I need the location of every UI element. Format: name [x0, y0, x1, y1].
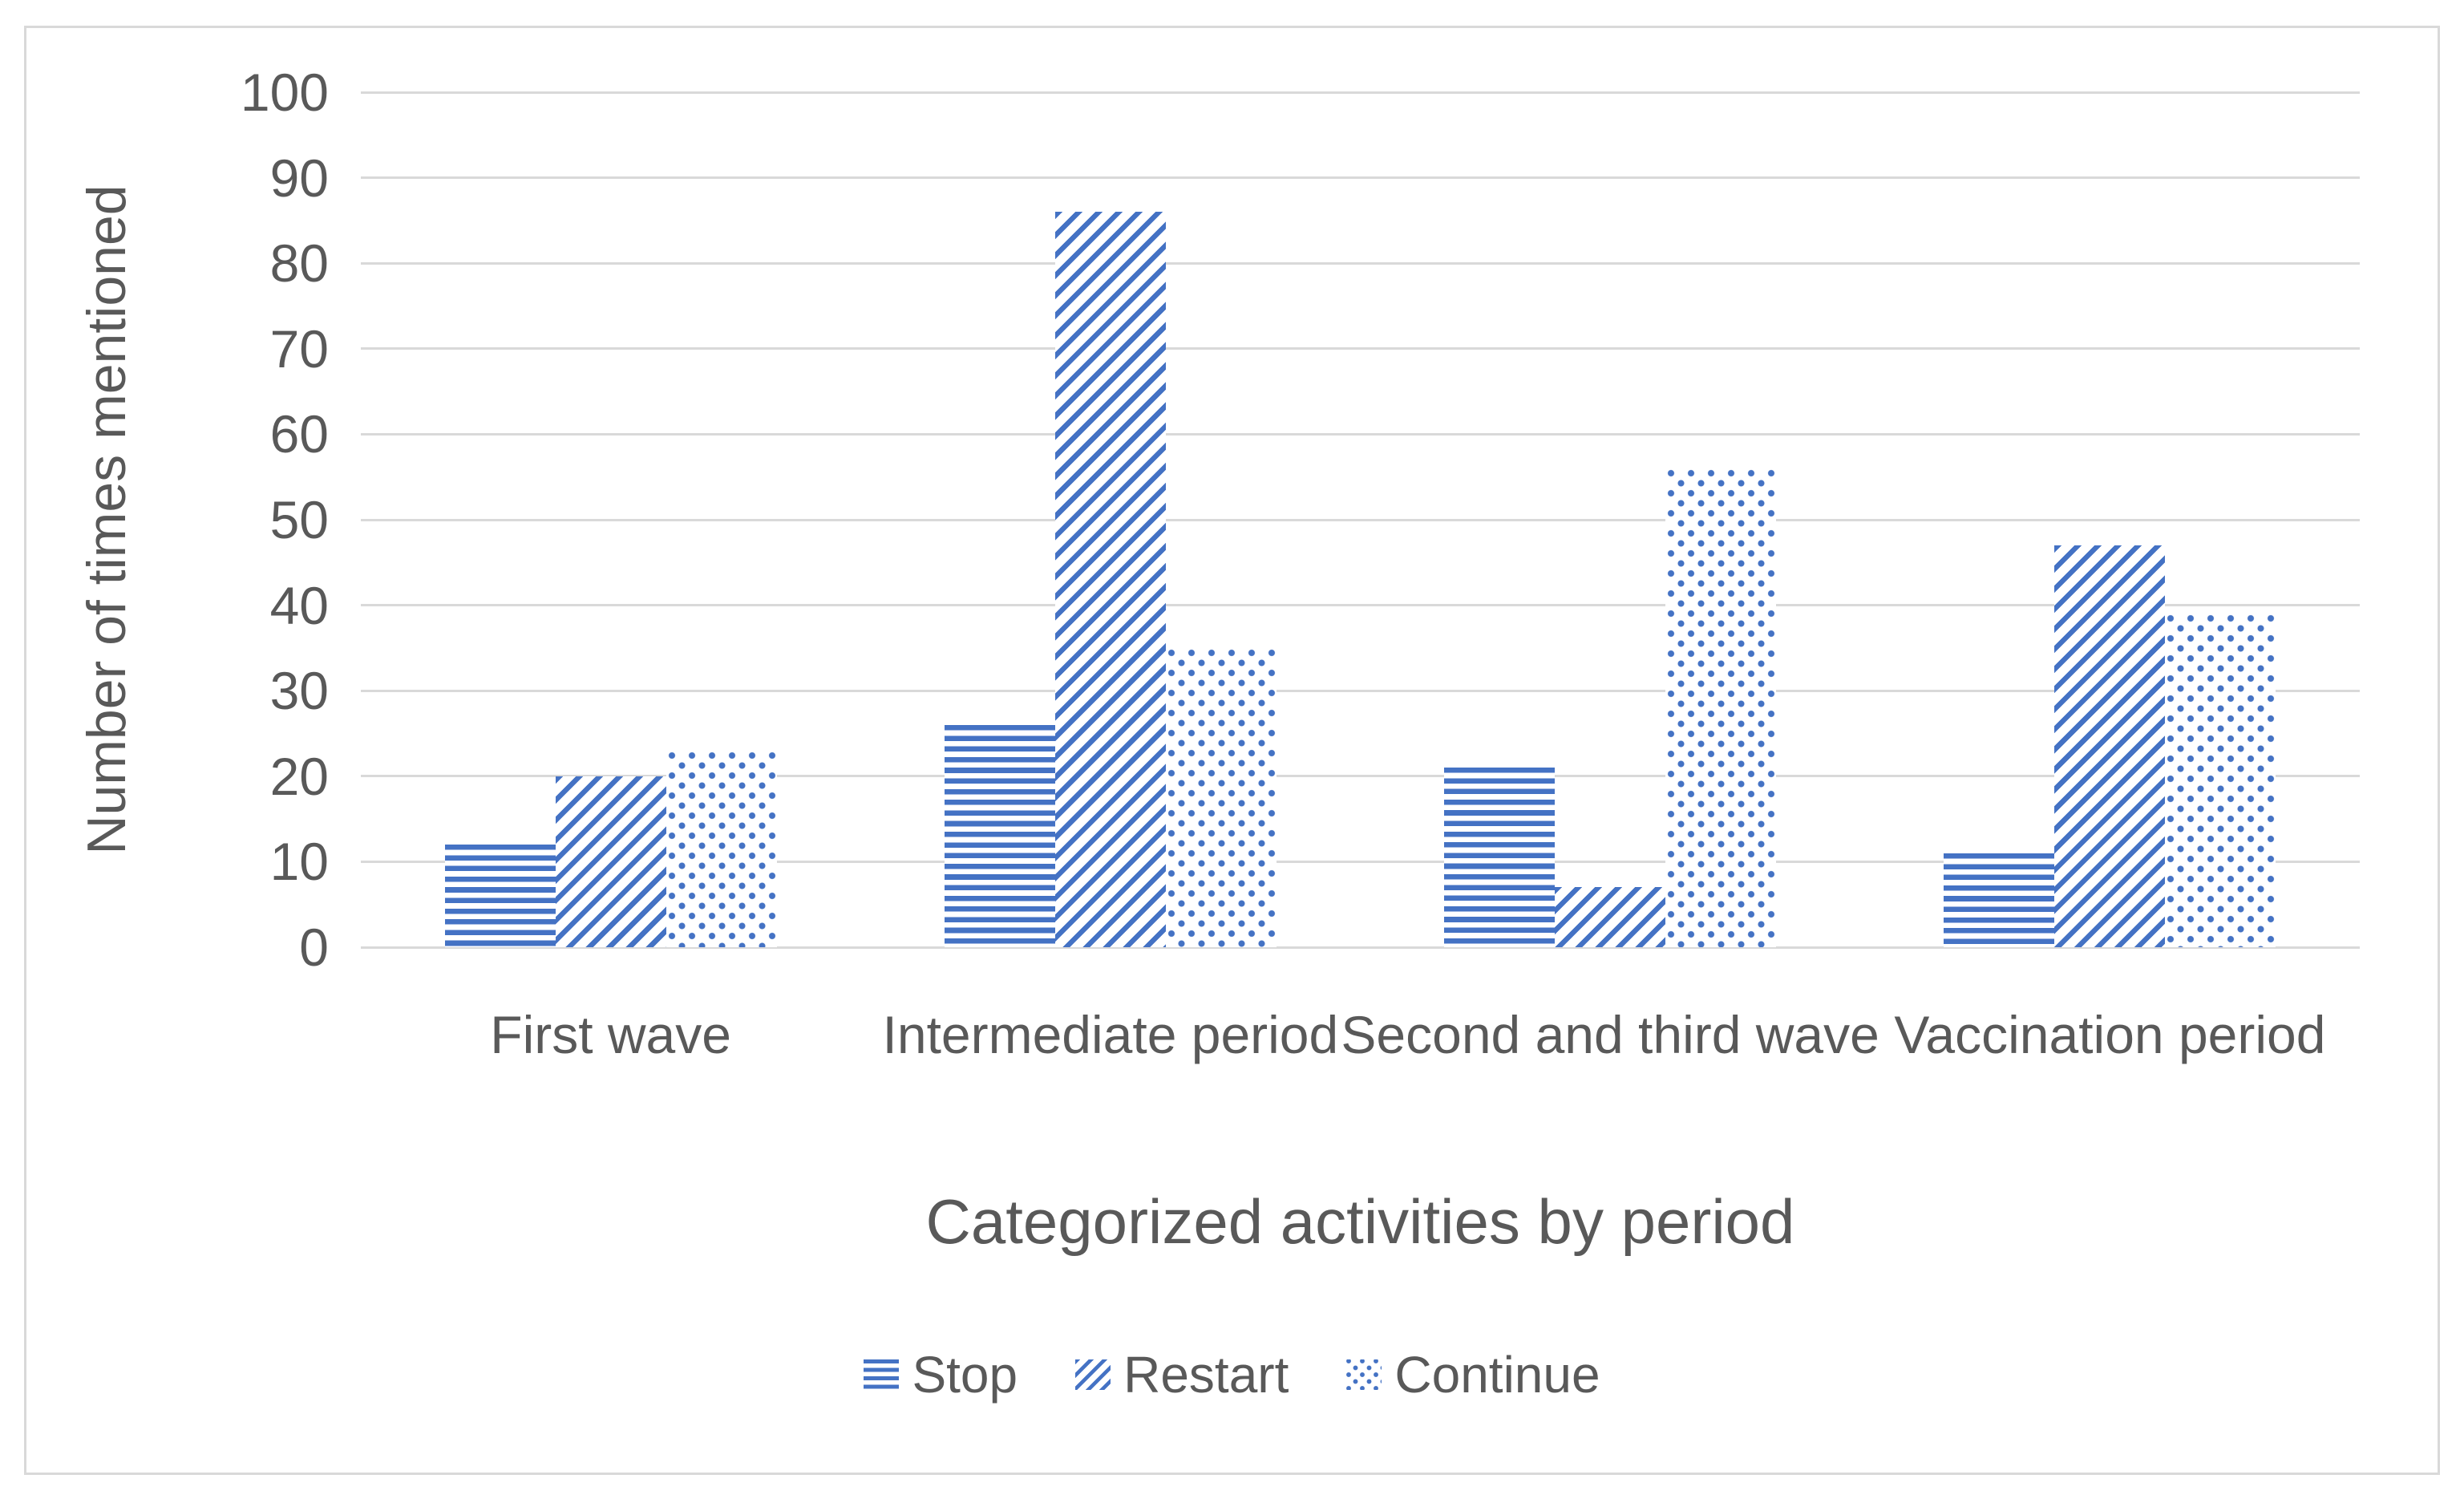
bar-intermediate-period-stop: [944, 724, 1055, 947]
y-tick-label-90: 90: [269, 148, 329, 208]
y-tick-label-20: 20: [269, 746, 329, 806]
bar-vaccination-period-restart: [2054, 545, 2166, 947]
y-tick-label-10: 10: [269, 832, 329, 892]
legend-label-continue: Continue: [1394, 1346, 1600, 1404]
gridline-60: [361, 432, 2360, 436]
gridline-30: [361, 689, 2360, 692]
gridline-80: [361, 261, 2360, 265]
bar-intermediate-period-restart: [1054, 212, 1166, 947]
legend-swatch-continue-pattern-icon: [1346, 1359, 1382, 1390]
y-tick-label-0: 0: [299, 918, 329, 977]
y-tick-label-70: 70: [269, 318, 329, 379]
gridline-0: [361, 946, 2360, 949]
gridline-10: [361, 860, 2360, 863]
gridline-50: [361, 518, 2360, 521]
y-tick-label-30: 30: [269, 661, 329, 721]
legend-label-restart: Restart: [1123, 1346, 1289, 1404]
x-axis-title: Categorized activities by period: [925, 1186, 1795, 1257]
bar-first-wave-restart: [555, 776, 666, 947]
bar-first-wave-continue: [666, 750, 777, 947]
gridline-100: [361, 91, 2360, 94]
bar-second-and-third-wave-continue: [1665, 468, 1777, 947]
bar-intermediate-period-continue: [1165, 647, 1277, 947]
bar-first-wave-stop: [444, 845, 556, 947]
bar-vaccination-period-continue: [2165, 614, 2276, 947]
bar-vaccination-period-stop: [1944, 853, 2055, 947]
legend-swatch-stop-pattern-icon: [864, 1359, 900, 1390]
bar-second-and-third-wave-restart: [1555, 887, 1666, 947]
chart-legend: Stop Restart Continue: [0, 1349, 2464, 1400]
gridline-20: [361, 775, 2360, 778]
y-tick-label-50: 50: [269, 490, 329, 549]
category-label-second-and-third-wave: Second and third wave: [1341, 1005, 1879, 1064]
bar-second-and-third-wave-stop: [1444, 768, 1556, 947]
legend-item-restart: Restart: [1075, 1349, 1289, 1400]
plot-area: [361, 91, 2360, 949]
category-label-first-wave: First wave: [490, 1005, 731, 1064]
gridline-40: [361, 604, 2360, 607]
legend-item-continue: Continue: [1346, 1349, 1600, 1400]
category-label-vaccination-period: Vaccination period: [1894, 1005, 2326, 1064]
legend-label-stop: Stop: [912, 1346, 1018, 1404]
legend-item-stop: Stop: [864, 1349, 1018, 1400]
y-tick-label-100: 100: [240, 63, 329, 122]
y-tick-label-60: 60: [269, 404, 329, 464]
gridline-70: [361, 347, 2360, 350]
gridline-90: [361, 176, 2360, 180]
legend-swatch-restart-pattern-icon: [1075, 1359, 1111, 1390]
y-tick-label-80: 80: [269, 233, 329, 294]
y-tick-label-40: 40: [269, 575, 329, 635]
category-label-intermediate-period: Intermediate period: [882, 1005, 1339, 1064]
